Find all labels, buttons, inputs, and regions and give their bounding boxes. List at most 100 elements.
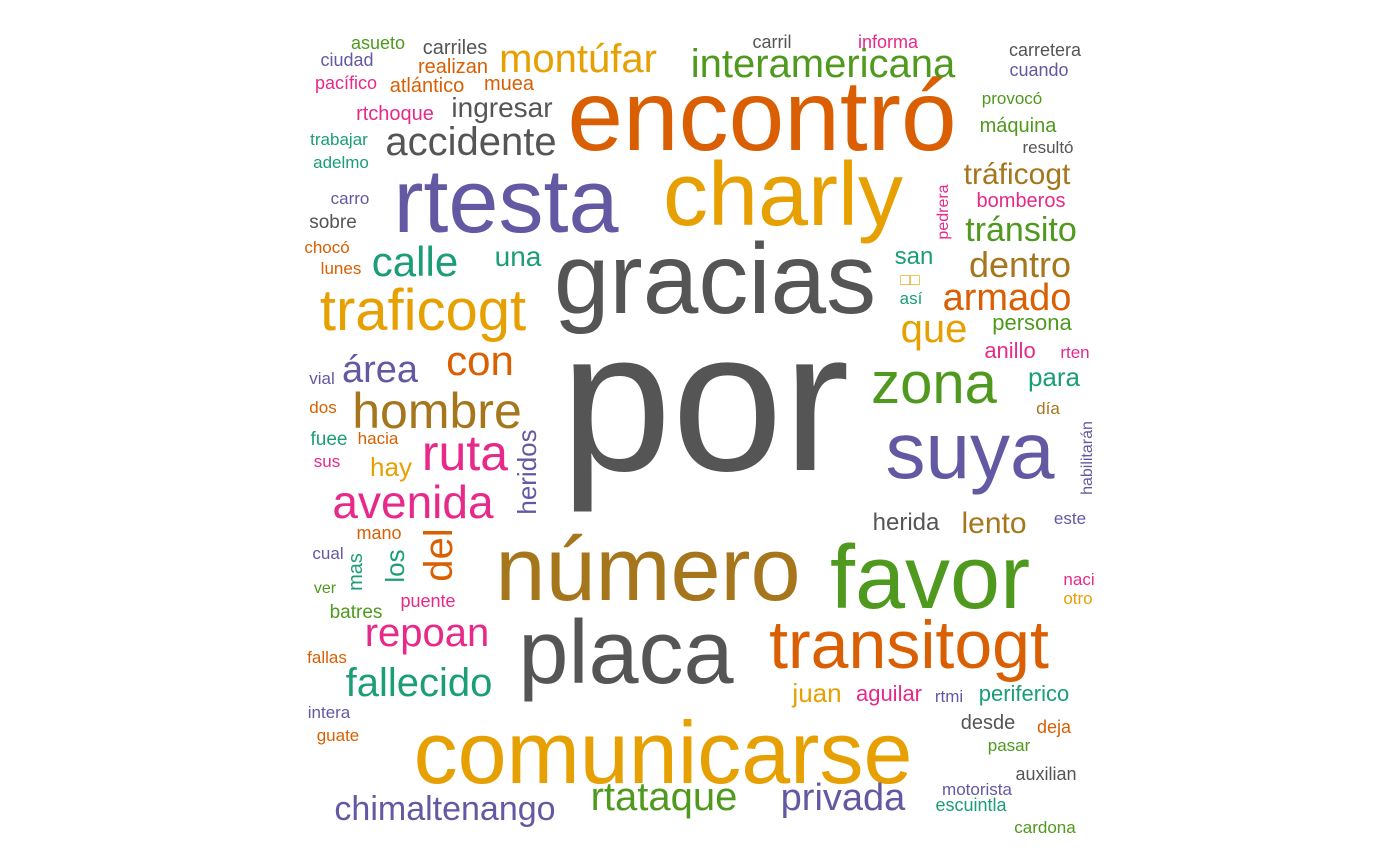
word-67: sobre <box>309 212 357 233</box>
word-3: encontró <box>567 60 956 172</box>
word-87: día <box>1036 399 1060 418</box>
word-35: ingresar <box>451 92 552 123</box>
word-63: pacífico <box>315 73 377 93</box>
word-7: favor <box>830 528 1030 628</box>
word-22: fallecido <box>346 661 493 705</box>
word-60: informa <box>858 32 919 52</box>
word-57: provocó <box>982 89 1042 108</box>
word-96: auxilian <box>1015 764 1076 784</box>
word-23: repoan <box>365 611 490 655</box>
word-61: asueto <box>351 33 405 53</box>
word-18: montúfar <box>499 37 657 81</box>
word-77: mas <box>345 553 367 591</box>
word-30: dentro <box>969 244 1071 285</box>
word-72: fuee <box>311 429 348 450</box>
word-27: área <box>342 349 419 391</box>
word-84: así <box>900 289 923 308</box>
word-46: san <box>895 243 934 270</box>
word-36: una <box>495 241 542 272</box>
word-47: aguilar <box>856 681 922 706</box>
word-64: trabajar <box>310 130 368 149</box>
word-95: pasar <box>988 736 1031 755</box>
word-78: ver <box>314 580 337 597</box>
word-97: motorista <box>942 780 1012 799</box>
word-41: herida <box>873 509 940 536</box>
word-38: heridos <box>512 429 542 514</box>
word-81: fallas <box>307 648 347 667</box>
word-17: interamericana <box>691 42 956 86</box>
word-71: dos <box>309 398 336 417</box>
word-59: carril <box>753 32 792 52</box>
word-66: carro <box>331 189 370 208</box>
word-56: cuando <box>1009 60 1068 80</box>
word-65: adelmo <box>313 153 369 172</box>
word-44: persona <box>992 310 1072 335</box>
word-53: muea <box>484 73 535 95</box>
word-76: cual <box>312 544 343 563</box>
word-15: avenida <box>332 476 494 528</box>
word-92: rtmi <box>935 687 963 706</box>
word-45: anillo <box>984 338 1035 363</box>
word-14: hombre <box>352 383 522 439</box>
word-10: suya <box>886 406 1055 495</box>
word-20: calle <box>372 238 458 285</box>
word-24: rtataque <box>591 775 738 819</box>
word-62: ciudad <box>320 50 373 70</box>
word-29: armado <box>943 277 1072 319</box>
word-42: juan <box>791 678 841 708</box>
word-6: número <box>495 520 800 620</box>
word-21: con <box>446 337 514 384</box>
word-8: placa <box>518 603 734 703</box>
word-86: rten <box>1060 343 1089 362</box>
word-91: otro <box>1063 589 1092 608</box>
word-70: vial <box>309 369 335 388</box>
word-55: carretera <box>1009 40 1082 60</box>
word-73: hacia <box>358 429 399 448</box>
word-39: los <box>380 549 410 582</box>
word-94: deja <box>1037 717 1072 737</box>
word-34: lento <box>961 507 1026 540</box>
word-98: escuintla <box>935 795 1007 815</box>
word-83: guate <box>317 726 360 745</box>
word-12: zona <box>871 351 998 416</box>
word-82: intera <box>308 703 351 722</box>
word-2: gracias <box>554 223 876 335</box>
word-51: realizan <box>418 56 488 78</box>
word-90: naci <box>1063 570 1094 589</box>
word-5: rtesta <box>393 152 619 252</box>
word-88: habilitarán <box>1079 421 1096 495</box>
word-69: lunes <box>321 259 362 278</box>
word-80: puente <box>400 591 455 611</box>
word-100: □□ <box>900 272 920 289</box>
word-75: mano <box>356 523 401 543</box>
word-33: tráficogt <box>964 158 1071 191</box>
word-89: este <box>1054 509 1086 528</box>
word-25: privada <box>781 777 906 819</box>
word-26: chimaltenango <box>334 790 555 828</box>
word-16: ruta <box>422 425 508 481</box>
word-1: por <box>560 290 849 513</box>
word-49: máquina <box>980 115 1058 137</box>
word-37: hay <box>370 452 412 482</box>
word-40: para <box>1028 362 1081 392</box>
word-50: carriles <box>423 37 487 59</box>
word-28: del <box>417 528 461 581</box>
word-31: que <box>901 307 968 351</box>
word-48: bomberos <box>977 190 1066 212</box>
word-32: tránsito <box>965 211 1077 249</box>
word-93: desde <box>961 712 1016 734</box>
word-99: cardona <box>1014 818 1076 837</box>
word-11: transitogt <box>769 607 1049 683</box>
word-58: resultó <box>1022 138 1073 157</box>
word-4: charly <box>663 145 903 245</box>
word-52: atlántico <box>390 75 465 97</box>
word-13: traficogt <box>320 278 526 343</box>
word-85: pedrera <box>935 184 952 239</box>
word-19: accidente <box>385 120 556 164</box>
word-74: sus <box>314 452 340 471</box>
word-79: batres <box>330 602 383 623</box>
word-54: rtchoque <box>356 103 434 125</box>
word-68: chocó <box>304 238 349 257</box>
word-9: comunicarse <box>414 703 913 802</box>
